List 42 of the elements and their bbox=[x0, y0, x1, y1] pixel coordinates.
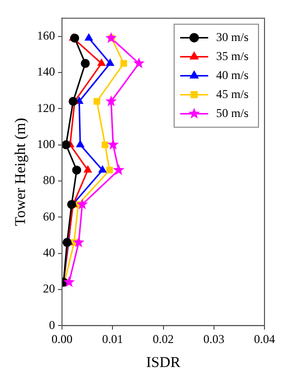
point bbox=[102, 141, 108, 148]
point bbox=[107, 138, 119, 150]
y-tick-label: 140 bbox=[37, 64, 55, 79]
y-tick-label: 0 bbox=[49, 318, 55, 332]
point bbox=[106, 166, 113, 174]
y-tick-label: 120 bbox=[37, 100, 55, 115]
legend-label: 35 m/s bbox=[216, 48, 249, 63]
x-tick-label: 0.03 bbox=[203, 332, 224, 346]
point bbox=[84, 34, 93, 41]
legend-label: 50 m/s bbox=[216, 106, 249, 120]
point bbox=[76, 140, 84, 148]
y-tick-label: 100 bbox=[37, 136, 55, 151]
y-tick-label: 160 bbox=[37, 28, 55, 42]
legend-label: 30 m/s bbox=[216, 30, 249, 44]
point bbox=[133, 57, 145, 68]
legend-label: 40 m/s bbox=[216, 68, 249, 82]
point bbox=[98, 58, 106, 66]
point bbox=[112, 164, 124, 175]
point bbox=[73, 236, 84, 248]
point bbox=[94, 98, 100, 105]
point bbox=[120, 60, 128, 67]
x-tick-label: 0.01 bbox=[102, 332, 124, 346]
x-axis-title: ISDR bbox=[146, 354, 180, 371]
point bbox=[76, 198, 88, 210]
legend-label: 45 m/s bbox=[216, 86, 249, 101]
y-tick-label: 20 bbox=[43, 282, 55, 296]
y-axis-title: Tower Height (m) bbox=[12, 118, 29, 226]
y-tick-label: 40 bbox=[43, 245, 55, 260]
point bbox=[84, 166, 92, 173]
y-tick-label: 60 bbox=[43, 209, 55, 224]
point bbox=[105, 95, 117, 106]
point bbox=[62, 140, 71, 150]
point bbox=[63, 276, 75, 288]
x-tick-label: 0.04 bbox=[254, 332, 275, 346]
point bbox=[106, 58, 114, 66]
point bbox=[98, 166, 106, 173]
y-tick-label: 80 bbox=[43, 173, 55, 188]
x-tick-label: 0.00 bbox=[52, 332, 72, 346]
point bbox=[80, 58, 90, 68]
x-tick-label: 0.02 bbox=[152, 332, 174, 346]
point bbox=[105, 32, 117, 43]
point bbox=[72, 166, 82, 175]
